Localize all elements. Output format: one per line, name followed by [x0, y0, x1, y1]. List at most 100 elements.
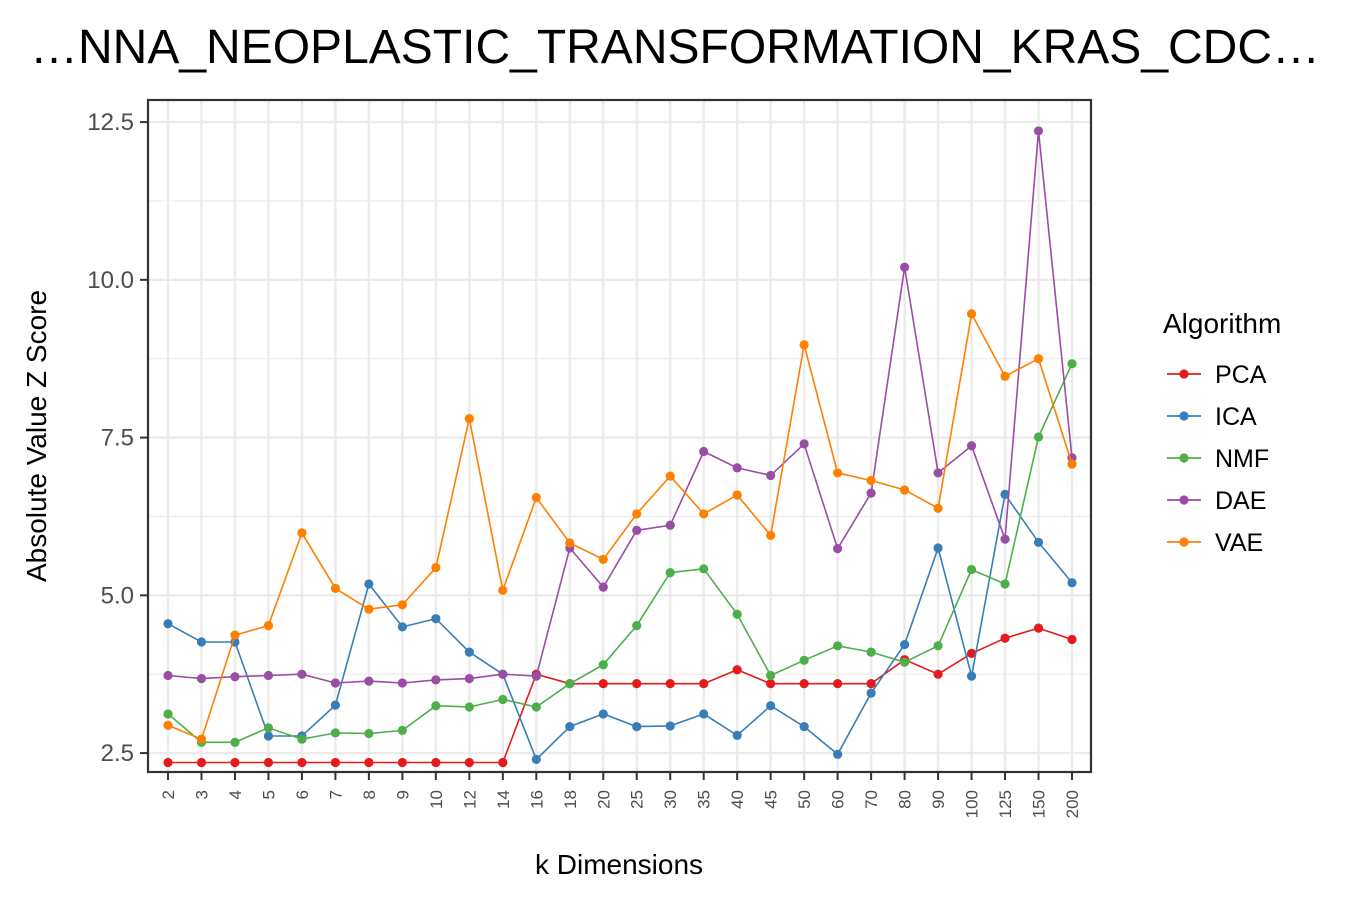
data-point-nmf — [1000, 579, 1010, 589]
data-point-vae — [1000, 371, 1010, 381]
y-axis-title: Absolute Value Z Score — [21, 290, 52, 582]
data-point-dae — [966, 441, 977, 451]
data-point-pca — [163, 757, 173, 768]
data-point-nmf — [665, 568, 675, 578]
legend-key-point-nmf — [1179, 453, 1189, 463]
x-axis: 2 3 4 5 6 7 8 9 10 12 14 16 18 20 25 30 35 40 45 50 60 70 80 90… — [159, 772, 1082, 818]
data-point-pca — [732, 665, 742, 675]
data-point-dae — [732, 463, 742, 473]
data-point-ica — [364, 579, 374, 589]
x-tick-label: 25 — [628, 790, 647, 809]
data-point-dae — [397, 678, 407, 688]
data-point-nmf — [565, 679, 575, 689]
data-point-dae — [498, 669, 508, 679]
data-point-dae — [464, 674, 474, 684]
x-tick-label: 3 — [192, 790, 211, 799]
data-point-nmf — [431, 701, 441, 711]
data-point-nmf — [163, 709, 173, 719]
data-point-nmf — [933, 641, 943, 651]
data-point-vae — [766, 530, 776, 540]
data-point-pca — [1067, 634, 1077, 645]
data-point-ica — [464, 647, 474, 657]
data-point-pca — [665, 679, 675, 689]
data-point-vae — [330, 583, 341, 593]
data-point-ica — [833, 749, 843, 759]
data-point-pca — [766, 679, 776, 689]
x-tick-label: 150 — [1030, 790, 1049, 818]
legend-label-dae: DAE — [1215, 487, 1266, 515]
data-point-ica — [431, 614, 441, 624]
data-point-nmf — [1033, 432, 1044, 442]
x-tick-label: 45 — [762, 790, 781, 809]
data-point-nmf — [498, 694, 508, 705]
data-point-dae — [163, 670, 173, 681]
data-point-vae — [297, 528, 307, 538]
data-point-vae — [1033, 354, 1044, 364]
data-point-dae — [933, 468, 943, 478]
data-point-ica — [732, 730, 742, 741]
data-point-dae — [297, 669, 307, 679]
data-point-vae — [196, 734, 207, 744]
x-tick-label: 14 — [494, 790, 513, 809]
x-tick-label: 6 — [293, 790, 312, 799]
data-point-dae — [364, 676, 374, 686]
data-point-dae — [531, 671, 541, 681]
x-tick-label: 9 — [393, 790, 412, 799]
data-point-ica — [632, 721, 642, 732]
data-point-pca — [263, 757, 274, 768]
data-point-vae — [699, 509, 709, 519]
chart-title: …NNA_NEOPLASTIC_TRANSFORMATION_KRAS_CDC… — [30, 21, 1320, 74]
data-point-dae — [431, 675, 441, 685]
x-tick-label: 80 — [896, 790, 915, 809]
data-point-pca — [464, 757, 474, 768]
x-tick-label: 18 — [561, 790, 580, 809]
data-point-nmf — [531, 702, 541, 712]
data-point-vae — [632, 509, 642, 519]
data-point-ica — [966, 671, 977, 681]
x-tick-label: 12 — [460, 790, 479, 809]
data-point-ica — [531, 754, 541, 764]
data-point-vae — [732, 490, 742, 500]
data-point-pca — [397, 757, 407, 768]
data-point-pca — [498, 757, 508, 768]
data-point-pca — [364, 757, 374, 768]
data-point-dae — [665, 520, 675, 530]
data-point-pca — [297, 757, 307, 768]
x-tick-label: 2 — [159, 790, 178, 799]
data-point-ica — [397, 622, 407, 632]
data-point-nmf — [833, 641, 843, 651]
data-point-ica — [1033, 537, 1044, 547]
legend-label-pca: PCA — [1215, 361, 1267, 389]
data-point-ica — [866, 688, 876, 698]
legend-key-point-vae — [1179, 537, 1189, 547]
y-tick-label: 7.5 — [101, 425, 134, 452]
data-point-ica — [899, 639, 910, 650]
y-tick-label: 5.0 — [101, 582, 134, 609]
data-point-pca — [933, 669, 943, 679]
data-point-nmf — [699, 564, 709, 574]
data-point-nmf — [330, 728, 341, 738]
legend: Algorithm PCA ICA NMF DAE VAE — [1163, 308, 1281, 557]
data-point-vae — [464, 414, 474, 424]
data-point-dae — [799, 439, 809, 449]
x-tick-label: 125 — [996, 790, 1015, 818]
data-point-dae — [833, 544, 843, 554]
data-point-dae — [598, 582, 608, 592]
data-point-nmf — [632, 621, 642, 631]
data-point-nmf — [397, 725, 407, 735]
data-point-pca — [598, 679, 608, 689]
data-point-ica — [766, 701, 776, 711]
series-line-vae — [167, 311, 1073, 741]
x-tick-label: 60 — [829, 790, 848, 809]
data-point-vae — [263, 621, 274, 631]
data-point-vae — [565, 538, 575, 548]
data-point-pca — [799, 679, 809, 689]
x-tick-label: 20 — [594, 790, 613, 809]
data-point-pca — [1000, 633, 1010, 643]
x-tick-label: 90 — [929, 790, 948, 809]
series-line-pca — [168, 627, 1073, 764]
data-point-dae — [263, 670, 274, 681]
y-tick-label: 10.0 — [87, 267, 134, 294]
x-tick-label: 16 — [527, 790, 546, 809]
